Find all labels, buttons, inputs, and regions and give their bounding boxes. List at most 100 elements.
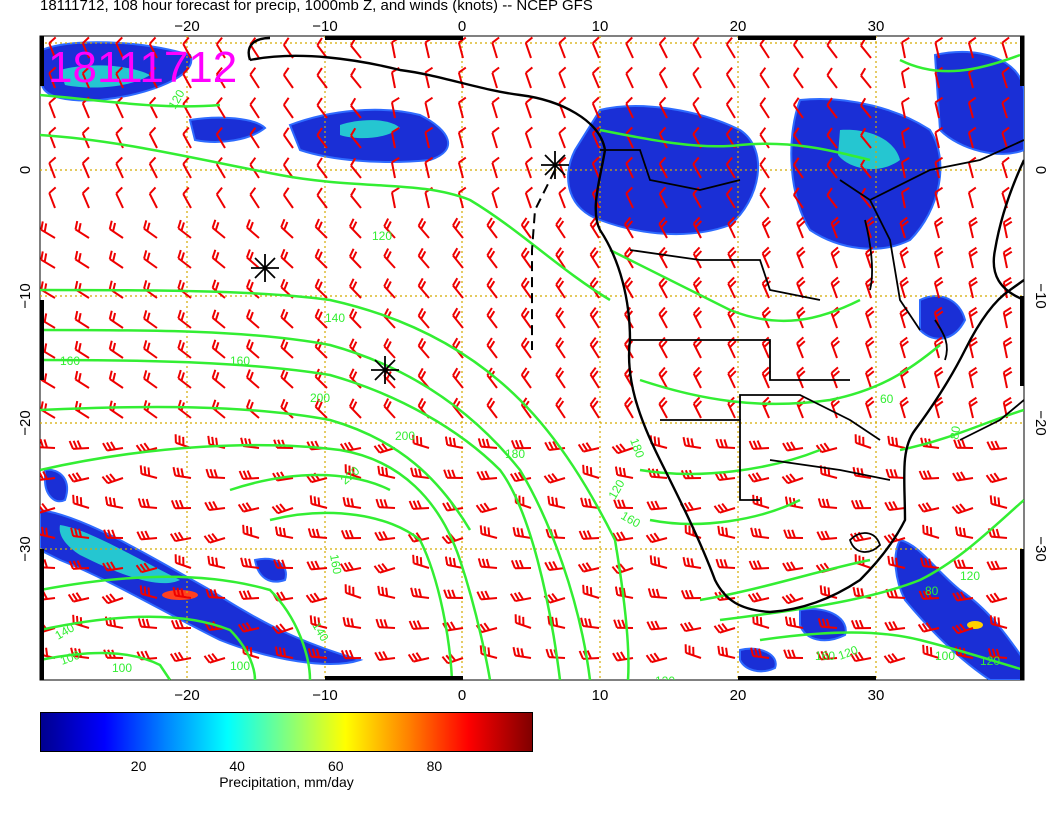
wind-barb [211, 249, 226, 269]
wind-barb [108, 340, 124, 359]
wind-barb [148, 156, 158, 179]
contour-label: 120 [655, 674, 675, 688]
wind-barb [558, 126, 567, 149]
wind-barb [169, 531, 192, 543]
wind-barb [544, 440, 566, 451]
wind-barb [713, 622, 736, 634]
wind-barb [316, 97, 328, 119]
wind-barb [48, 186, 57, 209]
wind-barb [137, 498, 158, 509]
wind-barb [1001, 126, 1010, 149]
wind-barb [1002, 306, 1013, 329]
contour-line [40, 443, 492, 680]
wind-barb [954, 526, 974, 539]
wind-barb [1001, 156, 1010, 179]
wind-barb [479, 525, 498, 539]
wind-barb [182, 186, 192, 209]
wind-barb [985, 472, 1008, 484]
wind-barb [249, 187, 260, 209]
wind-barb [182, 36, 192, 59]
wind-barb [899, 246, 909, 269]
lon-tick-label: 20 [730, 18, 747, 35]
wind-barb [383, 218, 396, 239]
wind-barb [761, 246, 772, 269]
wind-barb [854, 434, 872, 449]
contour-label: 160 [60, 354, 80, 368]
wind-barb [953, 439, 974, 449]
border-line [660, 419, 760, 501]
wind-barb [658, 156, 668, 179]
wind-barb [177, 309, 192, 329]
wind-barb [658, 36, 668, 59]
wind-barb [215, 96, 226, 119]
wind-barb [211, 339, 226, 359]
graticule [40, 36, 1024, 680]
wind-barb [646, 620, 668, 631]
wind-barb [625, 36, 634, 59]
wind-barb [558, 36, 567, 59]
wind-barb [174, 554, 192, 569]
wind-barb [407, 652, 430, 663]
contour-line [229, 473, 391, 492]
precip-core-congo [838, 129, 900, 170]
wind-barb [715, 558, 736, 569]
wind-barb [452, 217, 464, 239]
wind-barb [408, 500, 430, 510]
wind-barb [211, 219, 226, 239]
wind-barb [748, 560, 770, 570]
lon-tick-label: 30 [868, 18, 885, 35]
wind-barb [933, 216, 944, 239]
lon-tick-label: 10 [592, 18, 609, 35]
wind-barb [578, 530, 600, 540]
wind-barb [968, 276, 978, 299]
wind-barb [1001, 96, 1010, 119]
wind-barb [412, 434, 430, 449]
wind-barb [350, 127, 362, 149]
wind-barb [520, 247, 532, 269]
contour-label: 120 [980, 654, 1000, 668]
wind-barb [934, 126, 944, 149]
wind-barb [81, 156, 90, 179]
wind-barb [555, 397, 566, 419]
wind-barb [417, 307, 430, 329]
wind-barb [899, 396, 909, 419]
wind-barb [475, 502, 498, 514]
wind-barb [968, 366, 978, 389]
wind-barb [81, 36, 90, 59]
lat-tick-label: −20 [17, 410, 34, 435]
wind-barb [781, 473, 804, 485]
wind-barb [457, 66, 467, 89]
wind-barb [476, 590, 498, 601]
wind-barb [340, 529, 362, 540]
wind-barb [282, 97, 294, 119]
wind-barb [72, 494, 90, 509]
wind-barb [203, 652, 226, 664]
wind-barb [589, 247, 600, 269]
wind-barb [509, 471, 532, 483]
coastlines [247, 36, 1024, 614]
wind-barb [887, 555, 906, 569]
wind-barb [245, 219, 260, 239]
colorbar-label: Precipitation, mm/day [219, 774, 354, 790]
wind-barb [967, 186, 977, 209]
wind-barb [900, 66, 910, 89]
border-line [629, 249, 821, 301]
wind-barb [177, 219, 192, 239]
wind-barb [242, 524, 260, 539]
wind-barb [860, 97, 872, 119]
lon-tick-label: −10 [312, 18, 337, 35]
lon-ticks-top: −20 −10 0 10 20 30 [174, 18, 884, 35]
contour-line [699, 558, 871, 602]
wind-barb [792, 67, 804, 89]
wind-barb [512, 526, 532, 539]
wind-barb [933, 276, 944, 299]
wind-barb [215, 186, 226, 209]
wind-barb [314, 248, 328, 269]
wind-barb [968, 216, 978, 239]
lon-tick-label: −20 [174, 18, 199, 35]
wind-barb [625, 156, 634, 179]
wind-barb [390, 156, 400, 179]
wind-barb [1002, 336, 1013, 359]
wind-barb [826, 127, 838, 149]
lat-tick-label: −10 [1032, 283, 1049, 308]
